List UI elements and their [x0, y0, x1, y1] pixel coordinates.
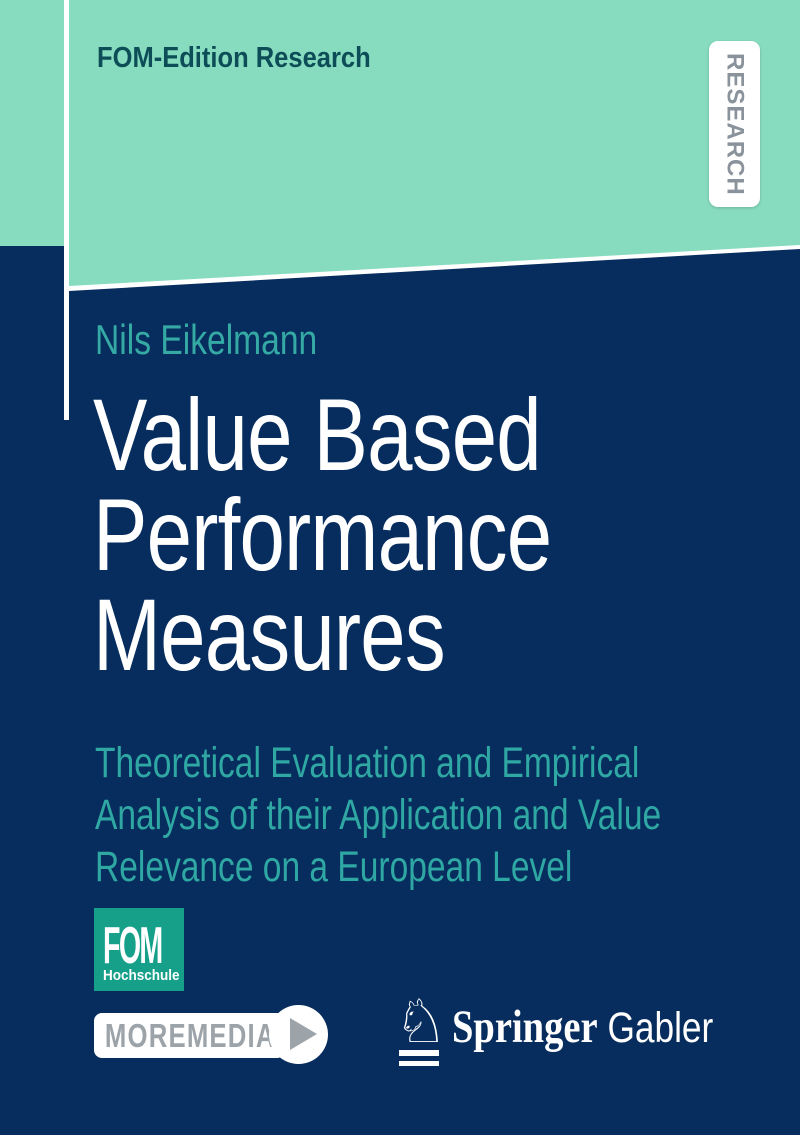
moremedia-badge: MOREMEDIA — [94, 1013, 285, 1058]
chess-knight-icon: ♘ — [394, 987, 448, 1057]
publisher-logo: Springer Gabler — [452, 1001, 713, 1054]
author-name: Nils Eikelmann — [95, 316, 318, 363]
knight-base-bar — [399, 1050, 439, 1056]
fom-logo-subtext: Hochschule — [103, 967, 180, 984]
publisher-name-springer: Springer — [452, 1001, 598, 1053]
fom-hochschule-logo: FOM Hochschule — [94, 908, 184, 991]
research-tab-label: RESEARCH — [721, 52, 749, 196]
moremedia-label: MOREMEDIA — [104, 1017, 276, 1054]
spine-divider-line — [64, 0, 69, 420]
research-tab: RESEARCH — [709, 41, 760, 207]
title-line: Performance — [93, 478, 552, 592]
fom-logo-text: FOM — [103, 917, 163, 975]
subtitle-line: Analysis of their Application and Value — [95, 791, 662, 839]
book-subtitle: Theoretical Evaluation and Empirical Ana… — [95, 737, 661, 893]
subtitle-line: Theoretical Evaluation and Empirical — [95, 739, 640, 787]
book-title: Value Based Performance Measures — [93, 378, 552, 692]
series-label: FOM-Edition Research — [97, 42, 371, 74]
publisher-name-gabler: Gabler — [607, 1004, 714, 1052]
knight-base-bar — [399, 1061, 439, 1066]
play-triangle-icon — [290, 1018, 317, 1050]
title-line: Measures — [93, 578, 446, 692]
subtitle-line: Relevance on a European Level — [95, 843, 573, 891]
spine-green-strip — [0, 0, 64, 246]
header-band — [69, 0, 800, 286]
title-line: Value Based — [93, 378, 542, 492]
play-icon — [269, 1005, 328, 1064]
